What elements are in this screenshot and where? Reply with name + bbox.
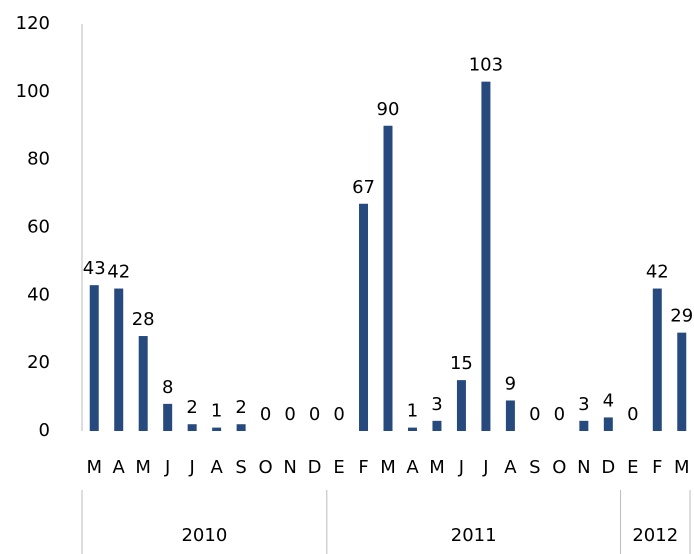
x-tick-label: F bbox=[358, 457, 368, 478]
value-label: 0 bbox=[284, 404, 295, 425]
bar bbox=[505, 400, 515, 431]
value-label: 1 bbox=[407, 401, 418, 422]
bar bbox=[579, 420, 589, 431]
bar bbox=[481, 81, 491, 432]
y-tick-label: 120 bbox=[16, 13, 50, 34]
value-label: 15 bbox=[450, 353, 473, 374]
x-tick-label: M bbox=[674, 457, 690, 478]
x-tick-label: M bbox=[380, 457, 396, 478]
value-label: 3 bbox=[578, 394, 589, 415]
x-tick-label: M bbox=[86, 457, 102, 478]
x-tick-label: N bbox=[283, 457, 296, 478]
bar bbox=[359, 203, 369, 431]
bar bbox=[407, 427, 417, 431]
value-label: 28 bbox=[132, 309, 155, 330]
y-tick-label: 100 bbox=[16, 81, 50, 102]
x-tick-label: F bbox=[652, 457, 662, 478]
bar bbox=[432, 420, 442, 431]
x-tick-label: J bbox=[458, 457, 464, 478]
bar bbox=[138, 336, 148, 431]
value-label: 8 bbox=[162, 377, 173, 398]
x-tick-label: M bbox=[135, 457, 151, 478]
x-tick-label: J bbox=[164, 457, 170, 478]
value-label: 4 bbox=[603, 390, 614, 411]
value-label: 43 bbox=[83, 258, 106, 279]
value-label: 0 bbox=[529, 404, 540, 425]
x-tick-label: E bbox=[333, 457, 344, 478]
bar bbox=[677, 332, 687, 431]
value-label: 42 bbox=[107, 262, 130, 283]
x-tick-label: D bbox=[601, 457, 615, 478]
group-label: 2010 bbox=[181, 525, 227, 546]
group-label: 2011 bbox=[451, 525, 497, 546]
value-label: 2 bbox=[186, 397, 197, 418]
value-label: 9 bbox=[505, 373, 516, 394]
bar bbox=[163, 403, 173, 431]
value-label: 0 bbox=[260, 404, 271, 425]
x-tick-label: E bbox=[627, 457, 638, 478]
x-tick-label: O bbox=[259, 457, 273, 478]
x-tick-label: D bbox=[308, 457, 322, 478]
x-tick-label: A bbox=[210, 457, 223, 478]
value-label: 3 bbox=[431, 394, 442, 415]
bar bbox=[187, 424, 197, 431]
x-tick-label: A bbox=[406, 457, 419, 478]
x-tick-label: J bbox=[189, 457, 195, 478]
bar bbox=[236, 424, 246, 431]
value-label: 42 bbox=[646, 262, 669, 283]
value-label: 67 bbox=[352, 177, 375, 198]
x-tick-label: S bbox=[529, 457, 540, 478]
bar bbox=[603, 417, 613, 431]
bar bbox=[383, 125, 393, 431]
y-tick-label: 80 bbox=[27, 149, 50, 170]
bar bbox=[456, 380, 466, 431]
bar bbox=[89, 285, 99, 431]
value-label: 1 bbox=[211, 401, 222, 422]
value-label: 90 bbox=[377, 99, 400, 120]
value-label: 0 bbox=[309, 404, 320, 425]
value-label: 103 bbox=[469, 55, 503, 76]
x-tick-label: S bbox=[235, 457, 246, 478]
y-tick-label: 0 bbox=[39, 420, 50, 441]
value-label: 29 bbox=[670, 306, 693, 327]
x-tick-label: J bbox=[482, 457, 488, 478]
value-label: 0 bbox=[554, 404, 565, 425]
value-label: 0 bbox=[627, 404, 638, 425]
x-tick-label: O bbox=[552, 457, 566, 478]
x-tick-label: A bbox=[504, 457, 517, 478]
y-tick-label: 40 bbox=[27, 284, 50, 305]
bar bbox=[114, 288, 124, 431]
y-tick-label: 60 bbox=[27, 217, 50, 238]
bar bbox=[652, 288, 662, 431]
x-tick-label: A bbox=[113, 457, 126, 478]
bar bbox=[212, 427, 222, 431]
y-tick-label: 20 bbox=[27, 352, 50, 373]
value-label: 0 bbox=[333, 404, 344, 425]
group-label: 2012 bbox=[632, 525, 678, 546]
x-tick-label: N bbox=[577, 457, 590, 478]
value-label: 2 bbox=[235, 397, 246, 418]
x-tick-label: M bbox=[429, 457, 445, 478]
